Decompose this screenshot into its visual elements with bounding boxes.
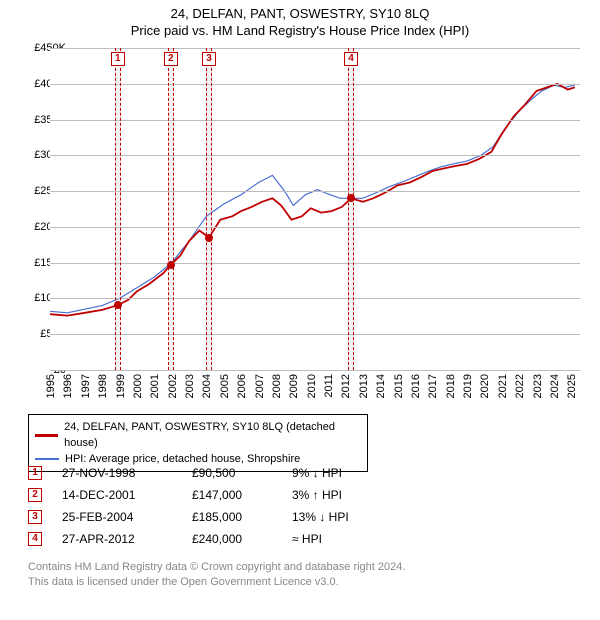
gridline-h	[50, 227, 580, 228]
sale-dot	[114, 301, 122, 309]
sales-row-price: £90,500	[192, 466, 292, 480]
sale-dot	[347, 194, 355, 202]
sales-row-delta: 3% ↑ HPI	[292, 488, 392, 502]
sale-marker-box: 2	[164, 52, 178, 66]
chart-plot-area: 1 2 3 4	[50, 48, 580, 370]
sales-row-delta: 13% ↓ HPI	[292, 510, 392, 524]
sales-row: 1 27-NOV-1998£90,5009% ↓ HPI	[28, 462, 392, 484]
x-tick-label: 1999	[115, 374, 127, 398]
sales-row-number: 4	[28, 532, 42, 546]
sales-row: 2 14-DEC-2001£147,0003% ↑ HPI	[28, 484, 392, 506]
legend-label: 24, DELFAN, PANT, OSWESTRY, SY10 8LQ (de…	[64, 419, 361, 451]
legend-swatch	[35, 434, 58, 437]
x-tick-label: 2014	[375, 374, 387, 398]
x-tick-label: 2009	[288, 374, 300, 398]
x-tick-label: 2005	[219, 374, 231, 398]
x-tick-label: 2019	[462, 374, 474, 398]
x-tick-label: 2011	[323, 374, 335, 398]
sales-row-date: 27-APR-2012	[62, 532, 192, 546]
x-tick-label: 2022	[514, 374, 526, 398]
sales-row-price: £185,000	[192, 510, 292, 524]
gridline-h	[50, 48, 580, 49]
x-tick-label: 2012	[340, 374, 352, 398]
sale-marker-box: 1	[111, 52, 125, 66]
chart-lines-svg	[50, 48, 580, 370]
sales-row-date: 25-FEB-2004	[62, 510, 192, 524]
footer-line2: This data is licensed under the Open Gov…	[28, 575, 405, 590]
sale-band	[115, 48, 121, 370]
sale-dot	[167, 261, 175, 269]
gridline-h	[50, 263, 580, 264]
sales-row-delta: 9% ↓ HPI	[292, 466, 392, 480]
figure-container: 24, DELFAN, PANT, OSWESTRY, SY10 8LQ Pri…	[0, 0, 600, 620]
x-tick-label: 2001	[149, 374, 161, 398]
x-tick-label: 1997	[80, 374, 92, 398]
gridline-h	[50, 370, 580, 371]
sales-table: 127-NOV-1998£90,5009% ↓ HPI214-DEC-2001£…	[28, 462, 392, 550]
x-tick-label: 2007	[254, 374, 266, 398]
legend-item: 24, DELFAN, PANT, OSWESTRY, SY10 8LQ (de…	[35, 419, 361, 451]
gridline-h	[50, 191, 580, 192]
x-tick-label: 2004	[201, 374, 213, 398]
gridline-h	[50, 155, 580, 156]
footer-line1: Contains HM Land Registry data © Crown c…	[28, 560, 405, 575]
x-tick-label: 2020	[479, 374, 491, 398]
gridline-h	[50, 334, 580, 335]
x-tick-label: 1996	[62, 374, 74, 398]
x-tick-label: 2016	[410, 374, 422, 398]
sales-row: 4 27-APR-2012£240,000≈ HPI	[28, 528, 392, 550]
x-tick-label: 2003	[184, 374, 196, 398]
sales-row-number: 2	[28, 488, 42, 502]
x-tick-label: 2000	[132, 374, 144, 398]
sales-row: 3 25-FEB-2004£185,00013% ↓ HPI	[28, 506, 392, 528]
gridline-h	[50, 84, 580, 85]
sale-band	[348, 48, 354, 370]
x-tick-label: 1998	[97, 374, 109, 398]
x-tick-label: 2010	[306, 374, 318, 398]
gridline-h	[50, 298, 580, 299]
sales-row-number: 3	[28, 510, 42, 524]
x-tick-label: 2008	[271, 374, 283, 398]
x-tick-label: 2006	[236, 374, 248, 398]
x-tick-label: 2002	[167, 374, 179, 398]
sales-row-price: £240,000	[192, 532, 292, 546]
sales-row-delta: ≈ HPI	[292, 532, 392, 546]
title-address: 24, DELFAN, PANT, OSWESTRY, SY10 8LQ	[0, 6, 600, 21]
footer-attribution: Contains HM Land Registry data © Crown c…	[28, 560, 405, 590]
gridline-h	[50, 120, 580, 121]
sales-row-price: £147,000	[192, 488, 292, 502]
x-tick-label: 2018	[445, 374, 457, 398]
x-tick-label: 2013	[358, 374, 370, 398]
sale-band	[168, 48, 174, 370]
sales-row-date: 27-NOV-1998	[62, 466, 192, 480]
legend-swatch	[35, 458, 59, 460]
sale-marker-box: 3	[202, 52, 216, 66]
sale-marker-box: 4	[344, 52, 358, 66]
x-tick-label: 2017	[427, 374, 439, 398]
sales-row-date: 14-DEC-2001	[62, 488, 192, 502]
sales-row-number: 1	[28, 466, 42, 480]
title-subtitle: Price paid vs. HM Land Registry's House …	[0, 23, 600, 38]
x-tick-label: 2024	[549, 374, 561, 398]
x-tick-label: 2021	[497, 374, 509, 398]
sale-band	[206, 48, 212, 370]
title-block: 24, DELFAN, PANT, OSWESTRY, SY10 8LQ Pri…	[0, 0, 600, 38]
x-tick-label: 2025	[566, 374, 578, 398]
x-tick-label: 2015	[393, 374, 405, 398]
x-tick-label: 1995	[45, 374, 57, 398]
sale-dot	[205, 234, 213, 242]
x-tick-label: 2023	[532, 374, 544, 398]
